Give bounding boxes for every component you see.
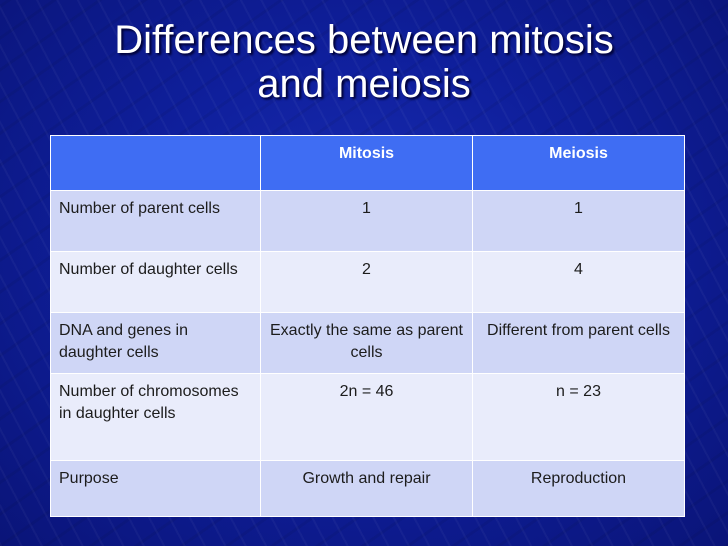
row-label: Number of daughter cells <box>50 251 261 313</box>
header-cell-empty <box>50 135 261 191</box>
table-row: Number of daughter cells 2 4 <box>50 251 685 313</box>
meiosis-cell: n = 23 <box>472 373 685 461</box>
mitosis-cell: Growth and repair <box>260 460 473 517</box>
row-label: Number of chromosomes in daughter cells <box>50 373 261 461</box>
meiosis-cell: 1 <box>472 190 685 252</box>
mitosis-cell: 2n = 46 <box>260 373 473 461</box>
mitosis-cell: 2 <box>260 251 473 313</box>
meiosis-cell: Reproduction <box>472 460 685 517</box>
meiosis-cell: 4 <box>472 251 685 313</box>
meiosis-cell: Different from parent cells <box>472 312 685 374</box>
title-line-2: and meiosis <box>257 62 471 106</box>
row-label: Purpose <box>50 460 261 517</box>
header-cell-mitosis: Mitosis <box>260 135 473 191</box>
mitosis-cell: 1 <box>260 190 473 252</box>
table-row: Number of chromosomes in daughter cells … <box>50 373 685 461</box>
comparison-table: Mitosis Meiosis Number of parent cells 1… <box>50 135 685 517</box>
mitosis-cell: Exactly the same as parent cells <box>260 312 473 374</box>
row-label: Number of parent cells <box>50 190 261 252</box>
title-line-1: Differences between mitosis <box>114 18 614 62</box>
table-header-row: Mitosis Meiosis <box>50 135 685 191</box>
table-row: DNA and genes in daughter cells Exactly … <box>50 312 685 374</box>
table-row: Number of parent cells 1 1 <box>50 190 685 252</box>
header-cell-meiosis: Meiosis <box>472 135 685 191</box>
row-label: DNA and genes in daughter cells <box>50 312 261 374</box>
table-row: Purpose Growth and repair Reproduction <box>50 460 685 517</box>
slide-title: Differences between mitosis and meiosis <box>0 18 728 106</box>
